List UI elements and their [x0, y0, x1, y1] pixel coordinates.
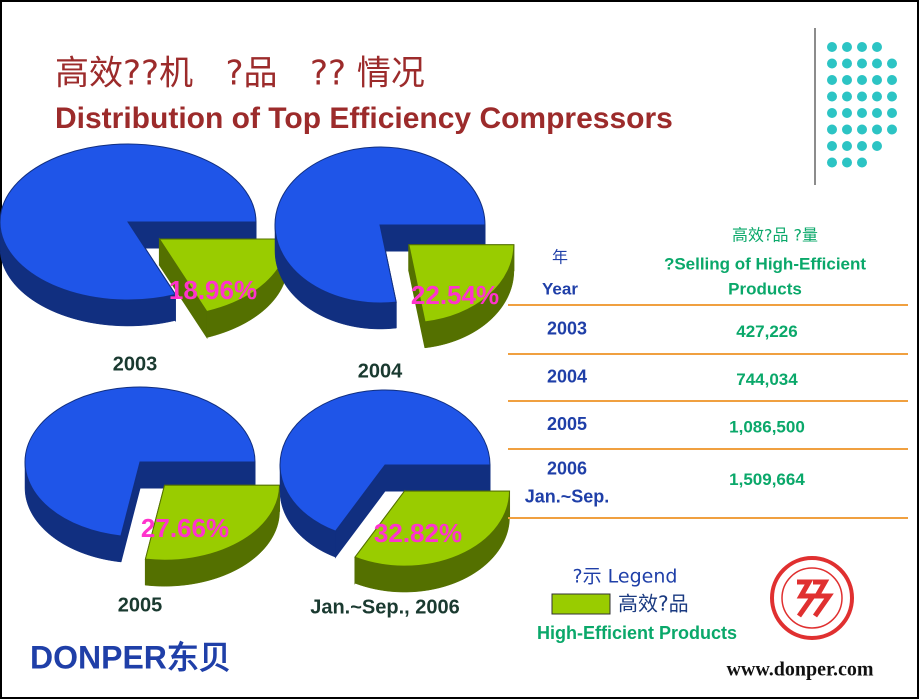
legend-label-cn: 高效?品	[618, 592, 689, 616]
pie-title: Jan.~Sep., 2006	[310, 596, 460, 618]
table: 年 Year 高效?品 ?量 ?Selling of High-Efficien…	[508, 226, 908, 519]
dot	[857, 91, 867, 102]
dot	[827, 124, 837, 135]
pie-slice	[24, 386, 256, 537]
website: www.donper.com	[726, 659, 873, 681]
table-rows: 2003 427,226 2004 744,034 2005 1,086,500 2006 J…	[508, 304, 908, 519]
row-amount: 427,226	[736, 322, 797, 341]
pie: 22.54% 2004	[274, 146, 515, 382]
dot	[842, 141, 852, 151]
dot	[872, 91, 882, 102]
row-amount: 744,034	[736, 370, 798, 389]
pie-slice	[0, 143, 257, 301]
logo: DONPER东贝	[30, 639, 231, 675]
pie: 27.66% 2005	[24, 386, 281, 616]
pie-side	[384, 464, 491, 492]
dot	[857, 108, 867, 118]
row-year: 2003	[547, 318, 587, 338]
pie-title: 2003	[113, 353, 158, 375]
brand-badge	[770, 556, 854, 640]
dot	[857, 141, 867, 151]
title-en: Distribution of Top Efficiency Compresso…	[55, 102, 673, 135]
dot	[842, 91, 852, 102]
pie-value-label: 18.96%	[169, 275, 257, 305]
dot	[842, 157, 852, 168]
dot	[827, 42, 837, 52]
header-year-cn: 年	[552, 248, 568, 267]
dot	[887, 75, 897, 85]
dot	[827, 75, 837, 85]
row-amount: 1,509,664	[729, 470, 805, 489]
dot	[857, 157, 867, 168]
pie-title: 2004	[358, 360, 403, 382]
title-cn: 高效??机 ?品 ?? 情况	[55, 54, 425, 94]
dot	[827, 91, 837, 102]
pie: 18.96% 2003	[0, 143, 288, 375]
pie-slice	[408, 244, 515, 323]
dot	[887, 58, 897, 69]
dot	[842, 124, 852, 135]
dot	[887, 124, 897, 135]
pie-slice	[144, 484, 281, 561]
row-amount: 1,086,500	[729, 417, 805, 436]
header-amount: ?Selling of High-Efficient	[664, 254, 866, 273]
dot	[842, 58, 852, 69]
header-year: Year	[542, 279, 578, 298]
dot	[827, 141, 837, 151]
pie-value-label: 27.66%	[141, 513, 229, 543]
dot	[827, 58, 837, 69]
row-year: 2004	[547, 366, 587, 386]
dot	[857, 75, 867, 85]
dot	[872, 141, 882, 151]
dot	[827, 108, 837, 118]
dot	[872, 58, 882, 69]
dot	[872, 124, 882, 135]
dot	[887, 91, 897, 102]
dot-pattern	[827, 42, 897, 168]
legend-swatch	[551, 593, 611, 615]
dot	[827, 157, 837, 168]
pie-side	[139, 461, 256, 489]
header-amount-cn: 高效?品 ?量	[732, 226, 818, 245]
row-year: 2006	[547, 458, 587, 478]
dot	[857, 58, 867, 69]
dot	[887, 108, 897, 118]
legend-title: ?示 Legend	[573, 566, 678, 588]
legend-label: High-Efficient Products	[537, 623, 737, 643]
pie-title: 2005	[118, 594, 163, 616]
dot	[842, 108, 852, 118]
pie-value-label: 32.82%	[374, 518, 462, 548]
row-year: Jan.~Sep.	[525, 486, 610, 506]
dot	[842, 75, 852, 85]
pie-slice	[354, 490, 511, 567]
dot	[872, 75, 882, 85]
row-year: 2005	[547, 414, 587, 434]
dot	[872, 42, 882, 52]
pie-slice	[279, 389, 491, 532]
pies: 18.96% 2003 22.54% 2004 27.66% 2005 32.82% Jan.…	[0, 143, 515, 618]
pie: 32.82% Jan.~Sep., 2006	[279, 389, 511, 618]
header-amount: Products	[728, 279, 802, 298]
dot	[842, 42, 852, 52]
pie-slice	[274, 146, 486, 304]
dot	[872, 108, 882, 118]
dot	[857, 42, 867, 52]
dot	[857, 124, 867, 135]
pie-value-label: 22.54%	[411, 280, 499, 310]
